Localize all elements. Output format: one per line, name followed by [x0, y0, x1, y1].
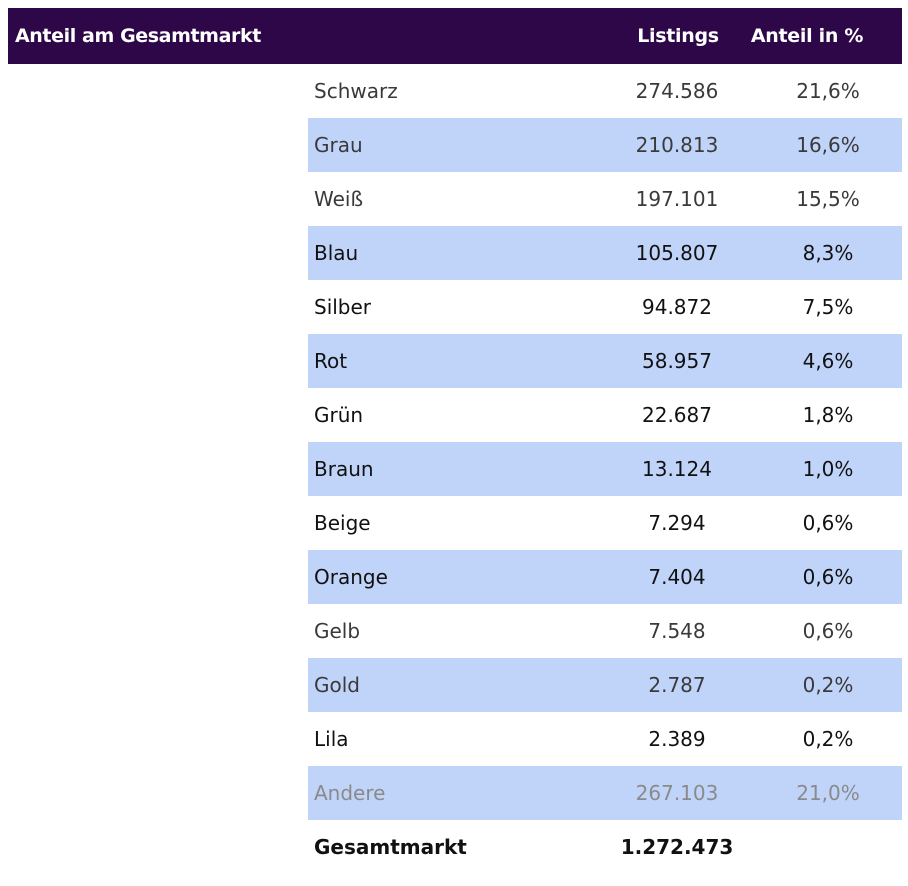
row-label: Silber: [314, 295, 372, 319]
row-listings: 274.586: [635, 79, 719, 103]
row-label: Rot: [314, 349, 348, 373]
row-listings: 13.124: [642, 457, 712, 481]
table-row-braun: Braun 13.124 1,0%: [308, 442, 902, 496]
table-row-weiss: Weiß 197.101 15,5%: [308, 172, 902, 226]
row-share: 0,6%: [802, 619, 854, 643]
table-row-blau: Blau 105.807 8,3%: [308, 226, 902, 280]
row-label: Beige: [314, 511, 371, 535]
table-row-orange: Orange 7.404 0,6%: [308, 550, 902, 604]
total-label: Gesamtmarkt: [314, 835, 467, 859]
table-body: Schwarz 274.586 21,6% Grau 210.813 16,6%…: [308, 64, 902, 874]
row-share: 8,3%: [802, 241, 854, 265]
row-label: Orange: [314, 565, 388, 589]
row-share: 0,6%: [802, 511, 854, 535]
row-share: 0,2%: [802, 727, 854, 751]
row-share: 1,0%: [802, 457, 854, 481]
table-row-gold: Gold 2.787 0,2%: [308, 658, 902, 712]
table-row-grau: Grau 210.813 16,6%: [308, 118, 902, 172]
total-listings: 1.272.473: [620, 835, 734, 859]
row-label: Grau: [314, 133, 363, 157]
row-label: Grün: [314, 403, 364, 427]
table-title: Anteil am Gesamtmarkt: [15, 25, 261, 47]
column-header-share: Anteil in %: [750, 25, 864, 47]
table-row-schwarz: Schwarz 274.586 21,6%: [308, 64, 902, 118]
table-row-total: Gesamtmarkt 1.272.473: [308, 820, 902, 874]
row-share: 21,0%: [796, 781, 860, 805]
row-listings: 2.787: [648, 673, 706, 697]
table-row-silber: Silber 94.872 7,5%: [308, 280, 902, 334]
row-label: Andere: [314, 781, 386, 805]
table-row-andere: Andere 267.103 21,0%: [308, 766, 902, 820]
row-share: 21,6%: [796, 79, 860, 103]
row-listings: 267.103: [635, 781, 719, 805]
row-listings: 210.813: [635, 133, 719, 157]
row-label: Braun: [314, 457, 374, 481]
row-share: 4,6%: [802, 349, 854, 373]
row-share: 0,6%: [802, 565, 854, 589]
row-listings: 94.872: [642, 295, 712, 319]
table-row-rot: Rot 58.957 4,6%: [308, 334, 902, 388]
row-share: 15,5%: [796, 187, 860, 211]
row-listings: 7.404: [648, 565, 706, 589]
row-share: 7,5%: [802, 295, 854, 319]
table-row-lila: Lila 2.389 0,2%: [308, 712, 902, 766]
row-listings: 197.101: [635, 187, 719, 211]
row-label: Weiß: [314, 187, 364, 211]
row-share: 0,2%: [802, 673, 854, 697]
row-listings: 7.294: [648, 511, 706, 535]
row-share: 1,8%: [802, 403, 854, 427]
table-row-beige: Beige 7.294 0,6%: [308, 496, 902, 550]
table-row-gruen: Grün 22.687 1,8%: [308, 388, 902, 442]
row-listings: 22.687: [642, 403, 712, 427]
row-label: Blau: [314, 241, 359, 265]
column-header-listings: Listings: [637, 25, 719, 47]
row-share: 16,6%: [796, 133, 860, 157]
row-listings: 105.807: [635, 241, 719, 265]
row-listings: 7.548: [648, 619, 706, 643]
row-label: Lila: [314, 727, 349, 751]
row-label: Schwarz: [314, 79, 398, 103]
table-row-gelb: Gelb 7.548 0,6%: [308, 604, 902, 658]
row-listings: 58.957: [642, 349, 712, 373]
row-label: Gold: [314, 673, 360, 697]
row-listings: 2.389: [648, 727, 706, 751]
table-header: Anteil am Gesamtmarkt Listings Anteil in…: [8, 8, 902, 64]
row-label: Gelb: [314, 619, 361, 643]
